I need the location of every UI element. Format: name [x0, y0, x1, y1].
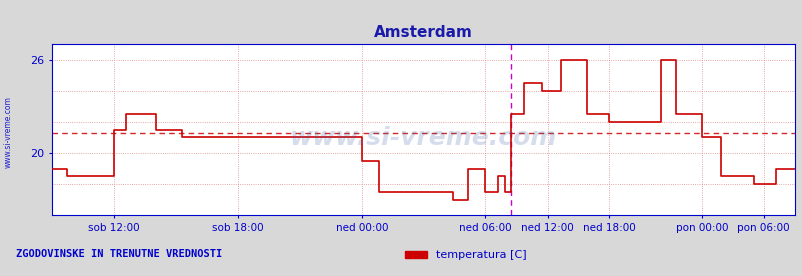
Title: Amsterdam: Amsterdam	[374, 25, 472, 40]
Legend: temperatura [C]: temperatura [C]	[400, 246, 530, 265]
Text: www.si-vreme.com: www.si-vreme.com	[290, 126, 557, 150]
Text: ZGODOVINSKE IN TRENUTNE VREDNOSTI: ZGODOVINSKE IN TRENUTNE VREDNOSTI	[16, 249, 222, 259]
Text: www.si-vreme.com: www.si-vreme.com	[3, 97, 13, 168]
